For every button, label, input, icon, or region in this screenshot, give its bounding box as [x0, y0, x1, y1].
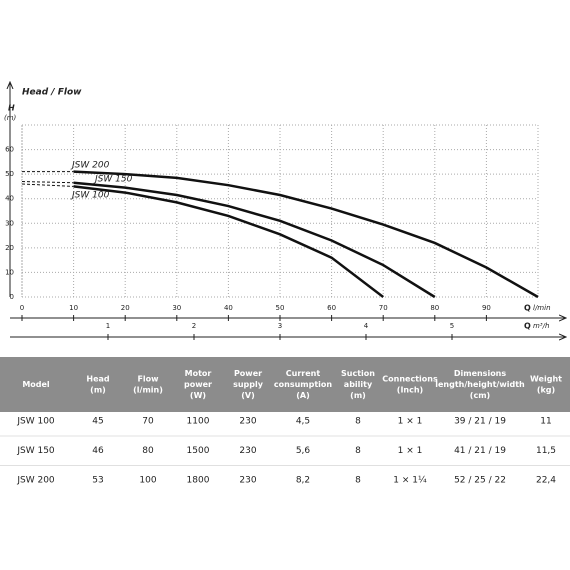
- header-cell: (cm): [470, 391, 490, 400]
- cell: 1800: [187, 476, 210, 486]
- x-tick-label: 50: [276, 304, 285, 312]
- y-tick-label: 30: [5, 219, 14, 227]
- y-tick-label: 20: [5, 244, 14, 252]
- header-cell: (A): [296, 391, 310, 400]
- header-cell: (kg): [537, 386, 555, 395]
- x-tick-label: 10: [69, 304, 78, 312]
- header-cell: (W): [190, 391, 206, 400]
- header-cell: Current: [286, 369, 321, 378]
- cell: 230: [239, 446, 256, 456]
- cell: 45: [92, 417, 103, 427]
- header-cell: Motor: [185, 369, 212, 378]
- header-cell: (m): [350, 391, 366, 400]
- cell: 100: [139, 476, 156, 486]
- x-tick-label: 70: [379, 304, 388, 312]
- cell: 70: [142, 417, 154, 427]
- header-cell: (Inch): [397, 386, 423, 395]
- x-tick-label: 80: [430, 304, 439, 312]
- cell: 8: [355, 476, 361, 486]
- x-tick-label: 20: [121, 304, 130, 312]
- table-header-band: [0, 357, 570, 412]
- cell: 41 / 21 / 19: [454, 446, 506, 456]
- x-tick-label: 40: [224, 304, 233, 312]
- cell: 4,5: [296, 417, 310, 427]
- cell: 8: [355, 417, 361, 427]
- header-cell: Weight: [530, 375, 562, 384]
- header-cell: Model: [22, 380, 50, 389]
- cell: 1100: [187, 417, 210, 427]
- header-cell: Power: [234, 369, 262, 378]
- y-label: H: [8, 104, 15, 113]
- curve-label: JSW 100: [70, 191, 110, 201]
- x2-tick-label: 3: [278, 322, 282, 330]
- x2-unit: m³/h: [533, 322, 549, 330]
- x2-tick-label: 1: [106, 322, 110, 330]
- cell: 53: [92, 476, 103, 486]
- header-cell: supply: [233, 380, 264, 389]
- header-cell: Head: [86, 375, 110, 384]
- chart-title: Head / Flow: [22, 88, 82, 98]
- cell: 46: [92, 446, 104, 456]
- header-cell: ability: [344, 380, 373, 389]
- x-tick-label: 0: [20, 304, 24, 312]
- dashed-start: [21, 181, 74, 184]
- header-cell: (l/min): [133, 386, 163, 395]
- cell: 39 / 21 / 19: [454, 417, 506, 427]
- curve: [22, 170, 539, 299]
- plot-frame: [21, 124, 539, 298]
- header-cell: length/height/width: [435, 380, 525, 389]
- header-cell: Flow: [137, 375, 159, 384]
- header-cell: (m): [90, 386, 106, 395]
- cell: JSW 150: [16, 446, 55, 456]
- x-label: Q: [524, 304, 531, 313]
- cell: 1 × 1: [398, 417, 423, 427]
- x-tick-label: 30: [172, 304, 181, 312]
- cell: 11: [540, 417, 551, 427]
- x-tick-label: 90: [482, 304, 491, 312]
- curve-label: JSW 150: [93, 175, 133, 185]
- y-unit: (m): [4, 114, 17, 122]
- header-cell: consumption: [274, 380, 333, 389]
- curve: [21, 182, 384, 298]
- cell: 80: [142, 446, 154, 456]
- cell: 1 × 1: [398, 446, 423, 456]
- y-tick-label: 0: [10, 293, 14, 301]
- header-cell: Connections: [382, 375, 438, 384]
- cell: 230: [239, 417, 256, 427]
- header-cell: Dimensions: [454, 369, 507, 378]
- y-tick-label: 50: [5, 170, 14, 178]
- header-cell: power: [184, 380, 212, 389]
- y-tick-label: 60: [5, 146, 14, 154]
- x2-tick-label: 2: [192, 322, 196, 330]
- cell: 22,4: [536, 476, 556, 486]
- cell: 230: [239, 476, 256, 486]
- cell: 1500: [187, 446, 210, 456]
- x2-label: Q: [524, 322, 531, 331]
- y-tick-label: 10: [5, 268, 14, 276]
- x-tick-label: 60: [327, 304, 336, 312]
- cell: 5,6: [296, 446, 311, 456]
- x2-tick-label: 5: [450, 322, 454, 330]
- table: Model Head (m) Flow (l/min) Motor power (W) Powe…: [0, 369, 570, 486]
- cell: 8: [355, 446, 361, 456]
- chart: 0 10 20 30 40 50 60 0 10 20 30 40 50 60 70 80 90 1 2 3 4 5 JSW…: [5, 124, 539, 340]
- cell: JSW 100: [16, 417, 55, 427]
- header-cell: Suction: [341, 369, 375, 378]
- cell: 8,2: [296, 476, 310, 486]
- cell: 11,5: [536, 446, 556, 456]
- cell: 52 / 25 / 22: [454, 476, 506, 486]
- y-tick-label: 40: [5, 195, 14, 203]
- header-cell: (V): [241, 391, 255, 400]
- curve-label: JSW 200: [70, 161, 110, 171]
- curve: [21, 180, 436, 299]
- x2-tick-label: 4: [364, 322, 369, 330]
- x-unit: l/min: [533, 304, 551, 312]
- cell: 1 × 1¼: [393, 476, 427, 486]
- cell: JSW 200: [16, 476, 55, 486]
- dashed-start: [21, 183, 74, 187]
